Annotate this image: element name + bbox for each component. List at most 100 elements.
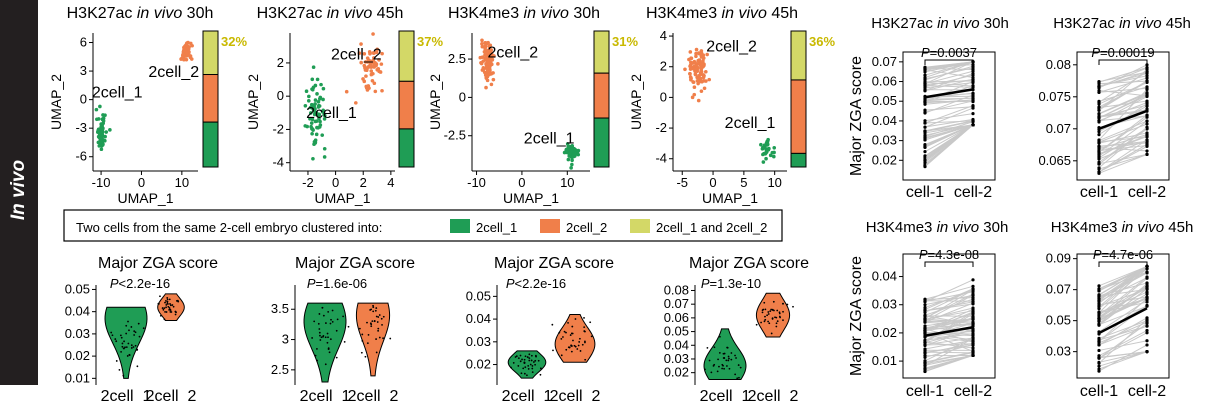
jitter-point xyxy=(576,348,579,350)
legend-label-both: 2cell_1 and 2cell_2 xyxy=(656,220,767,235)
point xyxy=(485,73,490,78)
point xyxy=(768,153,773,158)
point xyxy=(699,66,704,71)
violin-2cell_2 xyxy=(157,293,185,322)
point xyxy=(371,58,376,63)
jitter-point xyxy=(532,361,535,363)
pair-line xyxy=(1098,136,1148,143)
point xyxy=(761,145,765,150)
point-left xyxy=(923,363,927,367)
point xyxy=(94,107,99,112)
panel-title: H3K27ac in vivo 45h xyxy=(1053,15,1191,32)
pair-line xyxy=(924,341,974,349)
jitter-point xyxy=(122,374,125,377)
jitter-point xyxy=(730,352,733,354)
pair-line xyxy=(1098,93,1148,115)
point-right xyxy=(971,284,975,288)
pair-line xyxy=(924,302,974,323)
jitter-point xyxy=(719,335,721,338)
pair-line xyxy=(1098,153,1148,174)
pair-line xyxy=(1098,268,1148,310)
jitter-point xyxy=(377,327,380,330)
pair-line xyxy=(1098,110,1148,118)
pair-line xyxy=(924,300,974,302)
point xyxy=(373,89,378,94)
x-tick-label: -2 xyxy=(302,175,314,190)
pair-line xyxy=(1098,265,1148,299)
point-left xyxy=(1097,316,1101,321)
point xyxy=(314,110,319,115)
jitter-point xyxy=(380,317,383,320)
point xyxy=(496,62,500,66)
jitter-point xyxy=(161,307,164,309)
jitter-point xyxy=(134,331,137,334)
jitter-point xyxy=(329,322,332,325)
y-tick-label: -4 xyxy=(272,155,284,170)
point xyxy=(689,76,693,81)
point xyxy=(487,52,492,57)
point-right xyxy=(1145,122,1149,126)
point xyxy=(359,60,363,65)
point xyxy=(480,38,484,43)
jitter-point xyxy=(114,338,117,340)
point-right xyxy=(1145,276,1149,280)
jitter-point xyxy=(136,365,139,368)
jitter-point xyxy=(169,304,172,307)
point xyxy=(98,135,103,140)
point xyxy=(565,142,570,146)
plot-frame xyxy=(1076,253,1170,379)
jitter-point xyxy=(522,367,525,370)
bar-orange xyxy=(593,72,610,119)
point xyxy=(372,65,376,69)
p-value: P=4.7e-06 xyxy=(1093,247,1153,262)
pair-line xyxy=(924,354,974,366)
pair-line xyxy=(924,331,974,335)
point xyxy=(485,65,489,70)
jitter-point xyxy=(761,311,764,314)
point xyxy=(375,47,380,52)
pair-line xyxy=(1098,283,1148,325)
bar-yellow xyxy=(593,30,610,74)
point-right xyxy=(1145,79,1149,83)
point xyxy=(303,103,308,108)
y-tick-label: 0.05 xyxy=(1046,313,1071,328)
jitter-point xyxy=(718,365,720,368)
jitter-point xyxy=(324,336,327,339)
jitter-point xyxy=(123,340,125,343)
point-left xyxy=(923,110,927,114)
pair-line xyxy=(924,118,974,128)
point-right xyxy=(1145,138,1149,142)
pair-line xyxy=(924,124,974,141)
jitter-point xyxy=(168,307,171,309)
point xyxy=(759,142,763,147)
point xyxy=(108,128,112,132)
jitter-point xyxy=(366,321,368,324)
jitter-point xyxy=(558,331,561,334)
point xyxy=(322,113,327,118)
point xyxy=(372,81,377,86)
pair-line xyxy=(924,67,974,71)
point-right xyxy=(971,314,975,318)
point-left xyxy=(1097,348,1101,353)
point xyxy=(320,110,325,114)
bar-yellow xyxy=(790,30,807,81)
point-left xyxy=(923,136,927,140)
pair-line xyxy=(1098,325,1148,341)
jitter-point xyxy=(125,346,128,349)
paired-4: H3K4me3 in vivo 45h 0.03 0.05 0.07 0.09 P=4.7… xyxy=(1046,219,1194,400)
y-tick-label: -2 xyxy=(272,121,284,136)
jitter-point xyxy=(737,364,740,366)
jitter-point xyxy=(335,329,338,332)
y-tick-label: 0.08 xyxy=(664,282,689,297)
legend-swatch-green xyxy=(450,219,470,233)
point-left xyxy=(923,307,927,312)
jitter-point xyxy=(579,350,582,352)
point xyxy=(359,42,363,46)
point xyxy=(319,82,323,87)
jitter-point xyxy=(769,310,772,313)
jitter-point xyxy=(760,321,762,324)
point-right xyxy=(1145,270,1149,274)
point xyxy=(318,123,323,127)
point-right xyxy=(1145,339,1149,343)
